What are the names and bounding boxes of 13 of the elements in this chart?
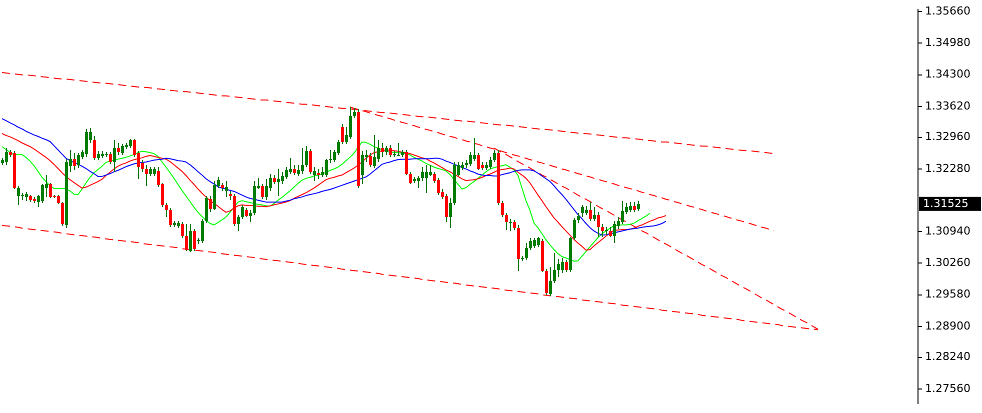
y-tick-label: 1.27560: [925, 382, 970, 395]
y-tick-label: 1.28900: [925, 319, 970, 332]
text: 1.31525: [923, 196, 968, 210]
y-tick-label: 1.35660: [925, 4, 970, 18]
y-tick-label: 1.28240: [925, 350, 970, 364]
y-tick-label: 1.34300: [925, 68, 970, 81]
y-tick-label: 1.32960: [925, 130, 970, 144]
y-tick-label: 1.32280: [925, 162, 970, 175]
y-tick-label: 1.30260: [925, 256, 970, 269]
y-tick-label: 1.29580: [925, 288, 970, 301]
y-tick-label: 1.33620: [925, 99, 970, 112]
y-tick-label: 1.34980: [925, 36, 970, 50]
y-tick-label: 1.30940: [925, 224, 970, 238]
